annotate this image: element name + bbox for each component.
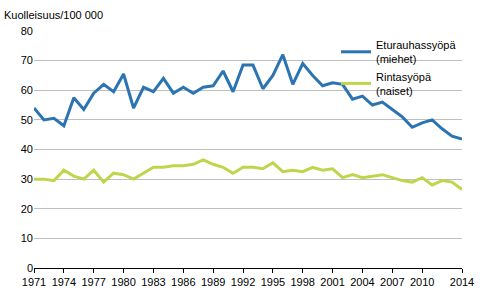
svg-text:1980: 1980: [111, 276, 135, 288]
svg-text:0: 0: [27, 262, 33, 274]
svg-text:50: 50: [21, 114, 33, 126]
svg-text:2004: 2004: [350, 276, 374, 288]
svg-text:1983: 1983: [141, 276, 165, 288]
svg-text:1998: 1998: [290, 276, 314, 288]
svg-text:40: 40: [21, 143, 33, 155]
svg-text:80: 80: [21, 25, 33, 37]
svg-text:Kuolleisuus/100 000: Kuolleisuus/100 000: [4, 9, 103, 21]
svg-text:10: 10: [21, 232, 33, 244]
svg-text:1977: 1977: [81, 276, 105, 288]
svg-text:1971: 1971: [22, 276, 46, 288]
svg-text:20: 20: [21, 203, 33, 215]
svg-text:1986: 1986: [171, 276, 195, 288]
svg-text:Eturauhassyöpä(miehet): Eturauhassyöpä(miehet): [376, 39, 456, 65]
svg-text:1992: 1992: [231, 276, 255, 288]
svg-text:Rintasyöpä(naiset): Rintasyöpä(naiset): [376, 71, 432, 97]
svg-text:2007: 2007: [380, 276, 404, 288]
svg-text:1995: 1995: [261, 276, 285, 288]
svg-text:30: 30: [21, 173, 33, 185]
svg-text:2010: 2010: [410, 276, 434, 288]
svg-text:2001: 2001: [320, 276, 344, 288]
svg-text:2014: 2014: [450, 276, 474, 288]
svg-text:1989: 1989: [201, 276, 225, 288]
svg-text:70: 70: [21, 54, 33, 66]
svg-text:60: 60: [21, 84, 33, 96]
svg-text:1974: 1974: [52, 276, 76, 288]
